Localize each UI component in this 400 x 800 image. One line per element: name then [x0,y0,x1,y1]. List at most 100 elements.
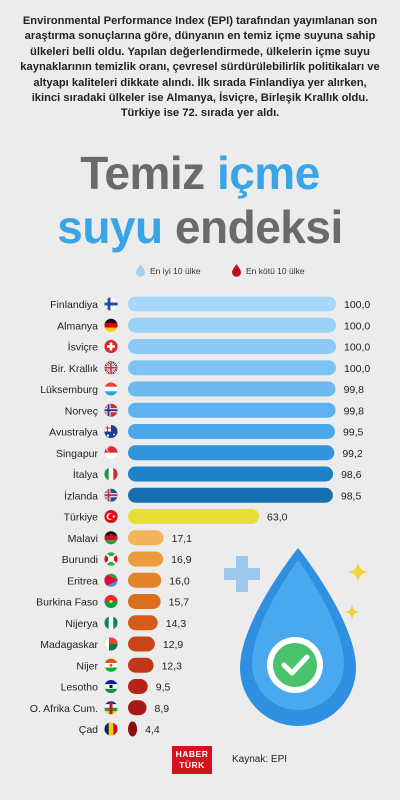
burundi-flag-icon [104,552,118,566]
category-label: Finlandiya [50,299,98,311]
legend-worst: En kötü 10 ülke [232,264,305,277]
brand-line1: HABER [175,749,209,759]
bar [128,615,158,631]
bar [128,466,334,482]
category-label: İzlanda [64,489,98,502]
italy-flag-icon [104,467,118,481]
malawi-flag-icon [104,530,118,545]
page-title-line2: suyu endeksi [0,202,400,252]
legend: En iyi 10 ülke En kötü 10 ülke [0,262,400,282]
bar [128,657,154,673]
bar [128,487,333,503]
luxembourg-flag-icon [104,382,118,396]
category-label: Madagaskar [40,639,98,651]
title-word-endeksi: endeksi [162,201,343,253]
category-label: Almanya [57,320,98,332]
nigeria-flag-icon [104,615,118,630]
bar [128,509,260,524]
check-circle-green [273,643,317,687]
title-word-suyu: suyu [57,201,163,253]
turkey-flag-icon [104,509,118,524]
value-label: 99,5 [343,427,364,439]
category-label: Burkina Faso [36,597,98,609]
bar [128,402,336,418]
check-icon [281,654,310,676]
eritrea-flag-icon [104,573,118,588]
niger-flag-icon [104,658,118,673]
bar [128,296,336,312]
value-label: 12,3 [162,660,183,672]
bar [128,339,336,354]
value-label: 16,9 [171,554,192,566]
category-label: Norveç [65,405,98,417]
category-label: Avustralya [49,427,98,439]
bar [128,594,161,609]
value-label: 100,0 [344,299,370,311]
value-label: 98,5 [341,490,362,502]
bar [128,360,336,376]
category-label: Türkiye [64,512,99,524]
value-label: 63,0 [267,512,288,524]
bar [128,424,335,439]
bar [128,700,147,716]
lesotho-flag-icon [104,679,118,694]
sparkle-icon-small [343,603,361,621]
haberturk-logo: HABER TÜRK [172,746,212,774]
legend-best-label: En iyi 10 ülke [150,265,201,276]
australia-flag-icon [104,424,118,439]
value-label: 100,0 [344,320,370,332]
value-label: 12,9 [163,639,184,651]
central-african-republic-flag-icon [104,700,118,715]
bar [128,381,336,397]
sparkle-icon [346,560,370,584]
finland-flag-icon [104,297,118,311]
category-label: İtalya [73,468,98,481]
title-word-icme: içme [216,147,320,199]
value-label: 9,5 [156,682,171,694]
value-label: 17,1 [172,533,193,545]
category-label: Eritrea [67,575,98,587]
brand-line2: TÜRK [179,760,205,770]
category-label: Bir. Krallık [51,363,99,375]
category-label: Lüksemburg [40,384,98,396]
bar [128,721,138,737]
bar [128,636,155,652]
value-label: 100,0 [344,342,370,354]
madagascar-flag-icon [104,637,118,651]
value-label: 4,4 [145,724,160,736]
bar [128,679,148,694]
bar [128,530,164,546]
category-label: İsviçre [68,341,98,354]
value-label: 100,0 [344,363,370,375]
value-label: 99,8 [344,405,365,417]
category-label: Lesotho [61,682,99,694]
switzerland-flag-icon [104,339,118,354]
norway-flag-icon [104,403,118,418]
singapore-flag-icon [104,445,118,460]
category-label: Burundi [62,554,98,566]
bar [128,551,164,567]
category-label: Singapur [56,448,99,460]
bar [128,445,335,461]
source-text: Kaynak: EPI [232,754,288,765]
value-label: 15,7 [169,597,190,609]
category-label: Malavi [68,533,98,545]
germany-flag-icon [104,318,118,333]
value-label: 99,2 [342,448,363,460]
value-label: 8,9 [155,703,170,715]
value-label: 14,3 [166,618,187,630]
value-label: 16,0 [169,575,190,587]
legend-best: En iyi 10 ülke [136,264,201,277]
intro-text: Environmental Performance Index (EPI) ta… [20,15,380,120]
category-label: Çad [79,724,98,736]
value-label: 99,8 [344,384,365,396]
red-drop-icon [232,264,241,277]
plus-icon [224,556,260,592]
bar [128,572,162,588]
title-word-temiz: Temiz [80,147,217,199]
legend-worst-label: En kötü 10 ülke [246,265,305,276]
water-drop-check-illustration [224,548,370,726]
page-title-line1: Temiz içme [0,148,400,198]
chad-flag-icon [104,722,118,736]
